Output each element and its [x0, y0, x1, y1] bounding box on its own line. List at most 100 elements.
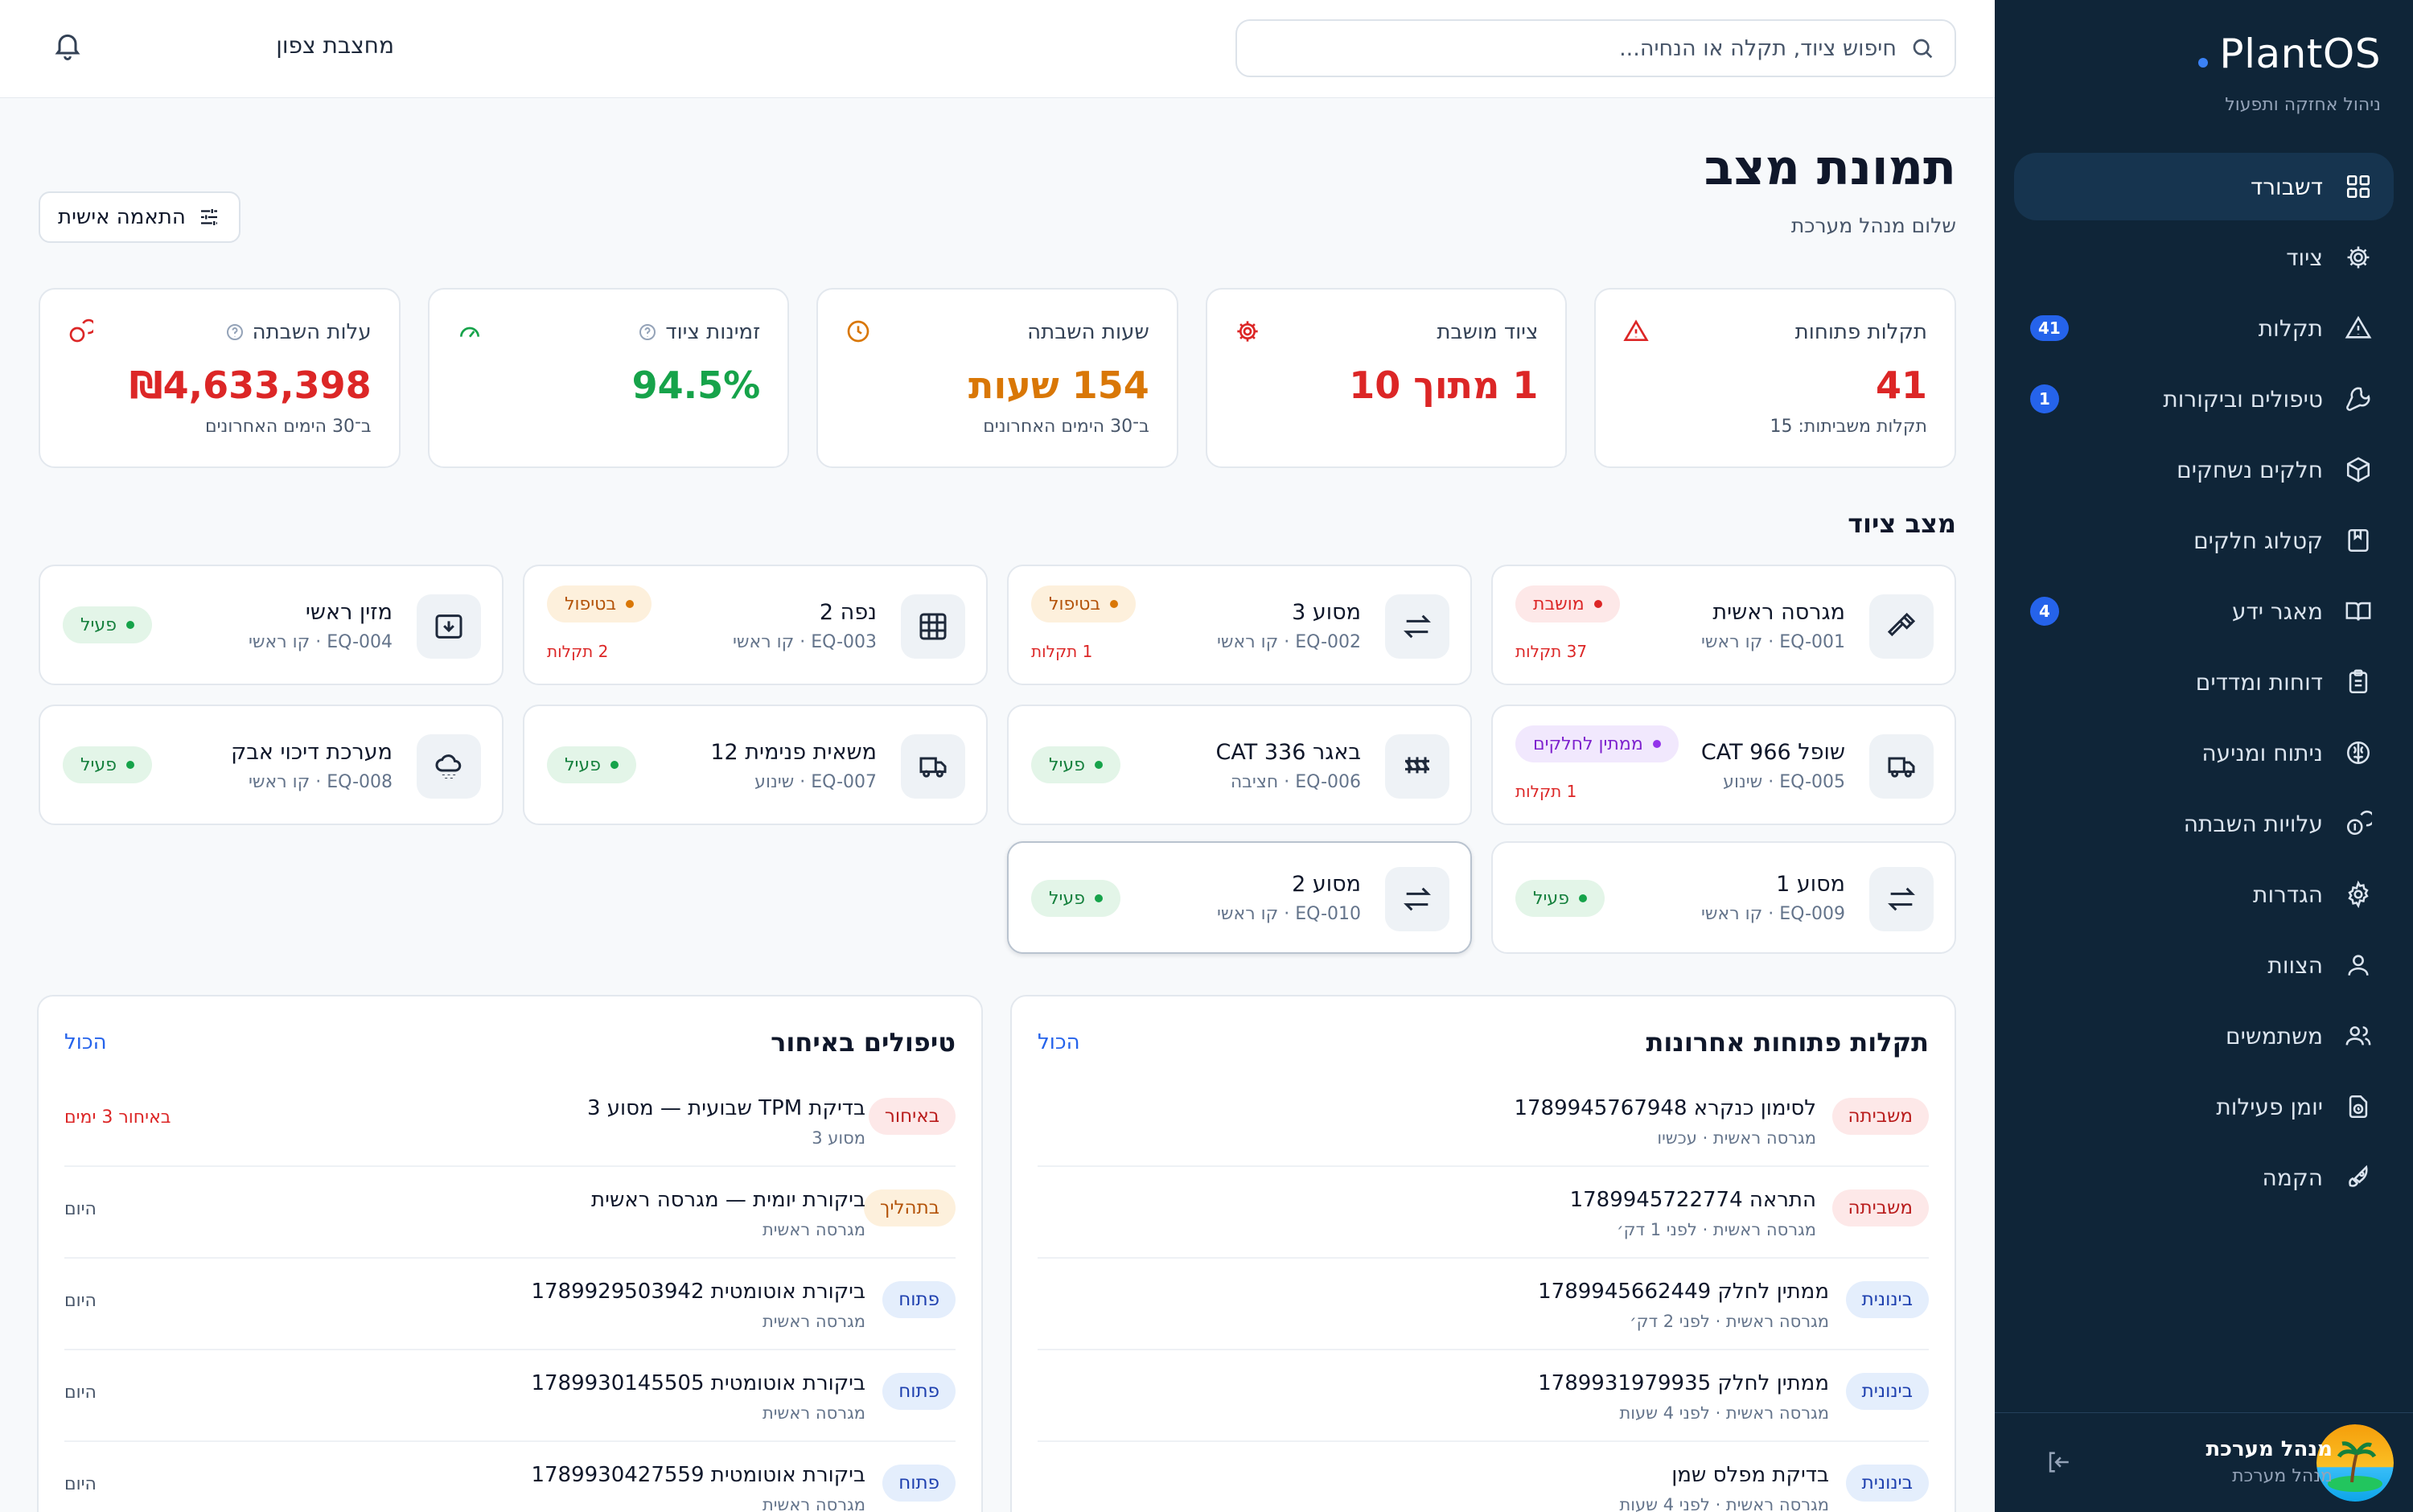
arrows-icon	[1385, 594, 1449, 659]
app-logo[interactable]: PlantOS	[2198, 31, 2381, 77]
equipment-card[interactable]: מזין ראשי EQ-004 · קו ראשי פעיל	[39, 565, 504, 685]
help-icon[interactable]	[638, 323, 657, 342]
coins-icon	[66, 318, 94, 346]
kpi-down-equipment[interactable]: ציוד מושבת 1 מתוך 10	[1205, 288, 1568, 468]
equipment-name: מערכת דיכוי אבק	[231, 740, 393, 765]
fault-count: 37 תקלות	[1515, 642, 1588, 661]
sidebar-item-setup[interactable]: הקמה	[2014, 1144, 2394, 1211]
list-item[interactable]: משביתה לסימון כנקרא 1789945767948 מגרסה …	[1038, 1075, 1929, 1167]
site-selector[interactable]: מחצבת צפון	[276, 32, 394, 59]
list-item[interactable]: משביתה התראה 1789945722774 מגרסה ראשית ·…	[1038, 1167, 1929, 1259]
sidebar-item-reports[interactable]: דוחות ומדדים	[2014, 648, 2394, 716]
due-label: היום	[64, 1474, 97, 1494]
gauge-icon	[455, 318, 483, 346]
equipment-card[interactable]: מסוע 2 EQ-010 · קו ראשי פעיל	[1007, 841, 1472, 954]
fault-title: ממתין לחלק 1789945662449	[1538, 1280, 1829, 1304]
truck-icon	[1869, 734, 1934, 799]
sidebar-item-analysis[interactable]: ניתוח ומניעה	[2014, 719, 2394, 787]
list-item[interactable]: בתהליך ביקורת יומית — מגרסה ראשית מגרסה …	[64, 1167, 956, 1259]
excavator-icon	[1385, 734, 1449, 799]
gear-icon	[2342, 241, 2374, 273]
sidebar-item-label: משתמשים	[2226, 1022, 2323, 1050]
list-item[interactable]: פתוח ביקורת אוטומטית 1789929503942 מגרסה…	[64, 1259, 956, 1350]
list-item[interactable]: בינונית ממתין לחלק 1789931979935 מגרסה ר…	[1038, 1350, 1929, 1442]
sidebar-item-knowledge-base[interactable]: מאגר ידע 4	[2014, 577, 2394, 645]
fault-count: 1 תקלות	[1031, 642, 1093, 661]
equipment-card[interactable]: שופל CAT 966 EQ-005 · שינוע ממתין לחלקים…	[1491, 705, 1956, 825]
sidebar-item-label: חלקים נשחקים	[2177, 456, 2323, 483]
avatar[interactable]	[2316, 1424, 2394, 1502]
settings-icon	[2342, 878, 2374, 910]
rocket-icon	[2342, 1161, 2374, 1194]
user-info: מנהל מערכת מנהל מערכת	[2205, 1437, 2333, 1486]
sidebar-item-activity-log[interactable]: יומן פעילות	[2014, 1073, 2394, 1140]
arrows-icon	[1869, 867, 1934, 931]
kpi-downtime-cost[interactable]: עלות השבתה ₪4,633,398 ב־30 הימים האחרוני…	[39, 288, 401, 468]
search-input[interactable]: חיפוש ציוד, תקלה או הנחיה...	[1619, 35, 1897, 61]
equipment-card[interactable]: מסוע 1 EQ-009 · קו ראשי פעיל	[1491, 841, 1956, 954]
sidebar-item-settings[interactable]: הגדרות	[2014, 861, 2394, 928]
warning-icon	[2342, 312, 2374, 344]
kpi-value: ₪4,633,398	[129, 364, 372, 407]
help-icon[interactable]	[225, 323, 245, 342]
view-all-maintenance-link[interactable]: הכול	[64, 1030, 107, 1054]
search-icon	[1909, 35, 1935, 61]
due-label: היום	[64, 1383, 97, 1403]
status-badge: בטיפול	[1031, 585, 1137, 622]
sidebar-item-equipment[interactable]: ציוד	[2014, 224, 2394, 291]
list-item[interactable]: פתוח ביקורת אוטומטית 1789930145505 מגרסה…	[64, 1350, 956, 1442]
sidebar-item-wear-parts[interactable]: חלקים נשחקים	[2014, 436, 2394, 503]
view-all-faults-link[interactable]: הכול	[1038, 1030, 1080, 1054]
customize-button[interactable]: התאמה אישית	[39, 191, 240, 243]
severity-badge: בינונית	[1845, 1281, 1929, 1318]
users-icon	[2342, 1020, 2374, 1052]
sidebar-item-parts-catalog[interactable]: קטלוג חלקים	[2014, 507, 2394, 574]
sidebar-item-downtime-costs[interactable]: עלויות השבתה	[2014, 790, 2394, 857]
equipment-name: מסוע 3	[1292, 600, 1361, 625]
status-badge: פעיל	[63, 606, 152, 643]
equipment-name: משאית פנימית 12	[710, 740, 877, 765]
kpi-open-faults[interactable]: תקלות פתוחות 41 תקלות משביתות: 15	[1594, 288, 1956, 468]
sidebar-item-team[interactable]: הצוות	[2014, 931, 2394, 999]
kpi-label: תקלות פתוחות	[1794, 320, 1927, 344]
kpi-downtime-hours[interactable]: שעות השבתה 154 שעות ב־30 הימים האחרונים	[816, 288, 1178, 468]
top-header: חיפוש ציוד, תקלה או הנחיה... מחצבת צפון	[0, 0, 1995, 98]
fault-title: בדיקת מפלס שמן	[1671, 1463, 1829, 1487]
kpi-availability[interactable]: זמינות ציוד 94.5%	[427, 288, 790, 468]
equipment-card[interactable]: נפה 2 EQ-003 · קו ראשי בטיפול 2 תקלות	[523, 565, 988, 685]
equipment-card[interactable]: מסוע 3 EQ-002 · קו ראשי בטיפול 1 תקלות	[1007, 565, 1472, 685]
list-item[interactable]: בינונית ממתין לחלק 1789945662449 מגרסה ר…	[1038, 1259, 1929, 1350]
equipment-card[interactable]: מערכת דיכוי אבק EQ-008 · קו ראשי פעיל	[39, 705, 504, 825]
status-badge: פעיל	[1031, 746, 1120, 783]
kpi-note: תקלות משביתות: 15	[1770, 417, 1927, 437]
feeder-icon	[417, 594, 481, 659]
sidebar-item-users[interactable]: משתמשים	[2014, 1002, 2394, 1070]
severity-badge: בינונית	[1845, 1465, 1929, 1502]
list-item[interactable]: באיחור בדיקת TPM שבועית — מסוע 3 מסוע 3 …	[64, 1075, 956, 1167]
bell-icon[interactable]	[48, 29, 84, 64]
status-badge: פתוח	[882, 1281, 956, 1318]
overdue-maintenance-card: טיפולים באיחור הכול באיחור בדיקת TPM שבו…	[37, 995, 983, 1512]
fault-count: 2 תקלות	[547, 642, 609, 661]
search-box[interactable]: חיפוש ציוד, תקלה או הנחיה...	[1235, 19, 1956, 77]
arrows-icon	[1385, 867, 1449, 931]
kpi-value: 41	[1875, 364, 1927, 407]
list-item[interactable]: בינונית בדיקת מפלס שמן מגרסה ראשית · לפנ…	[1038, 1442, 1929, 1512]
app-name: PlantOS	[2219, 31, 2381, 77]
equipment-card[interactable]: מגרסה ראשית EQ-001 · קו ראשי מושבת 37 תק…	[1491, 565, 1956, 685]
sidebar-item-label: מאגר ידע	[2231, 598, 2323, 625]
gear-icon	[1233, 318, 1260, 346]
task-equipment: מגרסה ראשית	[762, 1495, 865, 1512]
equipment-card[interactable]: משאית פנימית 12 EQ-007 · שינוע פעיל	[523, 705, 988, 825]
sidebar-item-dashboard[interactable]: דשבורד	[2014, 153, 2394, 220]
sidebar-item-label: ניתוח ומניעה	[2201, 739, 2323, 766]
sidebar-item-maintenance[interactable]: טיפולים וביקורות 1	[2014, 365, 2394, 433]
logout-icon[interactable]	[2043, 1448, 2072, 1477]
equipment-section-title: מצב ציוד	[1848, 508, 1956, 539]
equipment-card[interactable]: באגר CAT 336 EQ-006 · חציבה פעיל	[1007, 705, 1472, 825]
recent-faults-card: תקלות פתוחות אחרונות הכול משביתה לסימון …	[1010, 995, 1956, 1512]
list-item[interactable]: פתוח ביקורת אוטומטית 1789930427559 מגרסה…	[64, 1442, 956, 1512]
status-badge: בטיפול	[547, 585, 652, 622]
sidebar-item-faults[interactable]: תקלות 41	[2014, 294, 2394, 362]
sidebar-item-label: הקמה	[2262, 1164, 2323, 1191]
